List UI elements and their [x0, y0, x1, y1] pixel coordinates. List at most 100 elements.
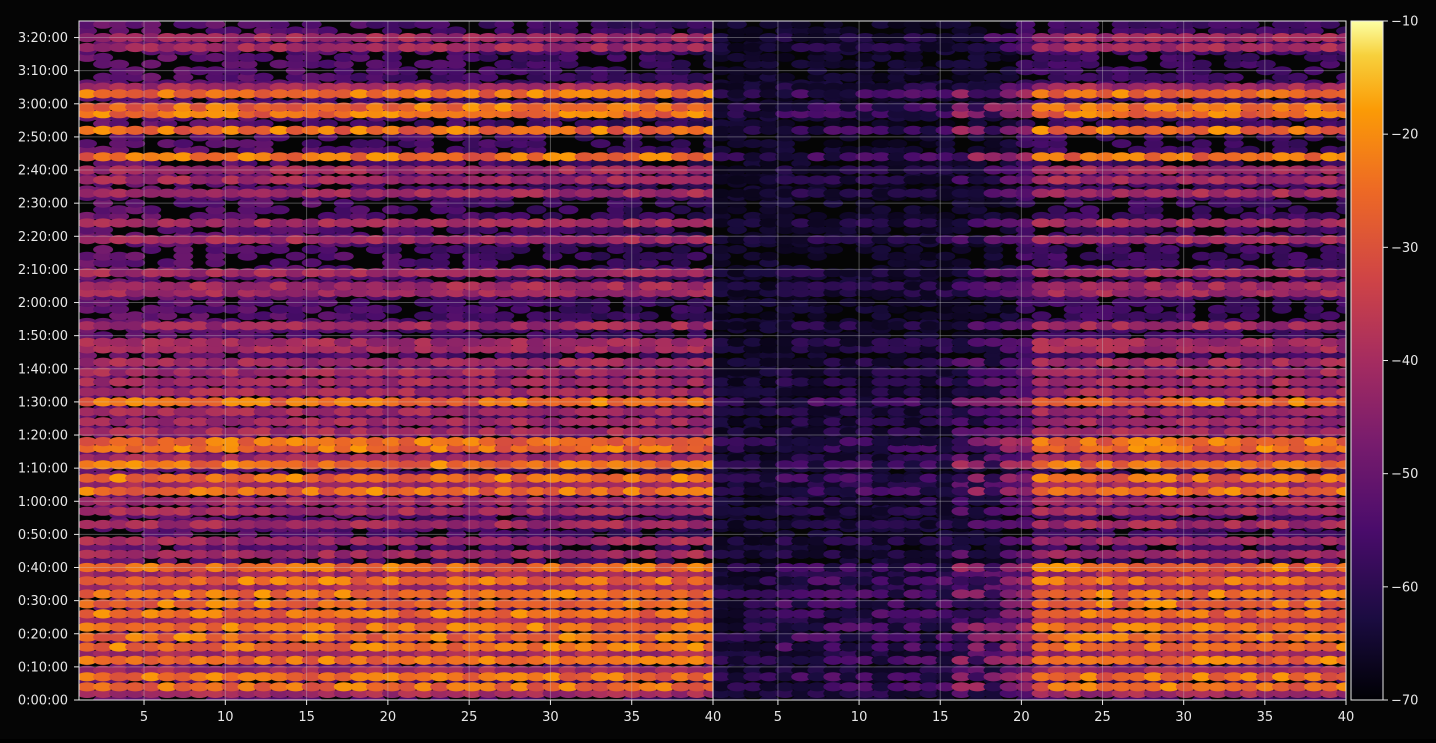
heat-cell — [526, 576, 547, 586]
heat-cell — [269, 188, 290, 198]
heat-cell — [638, 453, 659, 463]
heat-cell — [285, 59, 306, 69]
heat-cell — [414, 569, 435, 579]
heat-cell — [317, 397, 338, 407]
heat-cell — [269, 268, 290, 278]
heat-cell — [109, 33, 130, 43]
heat-cell — [686, 175, 707, 185]
heat-cell — [93, 337, 114, 347]
heat-cell — [221, 582, 242, 593]
heat-cell — [93, 211, 114, 221]
heat-cell — [301, 225, 322, 235]
heat-cell — [622, 506, 643, 516]
heat-cell — [526, 82, 547, 92]
heat-cell — [382, 417, 402, 427]
heat-cell — [558, 158, 579, 168]
heat-cell — [574, 218, 595, 228]
heat-cell — [526, 268, 547, 278]
heat-cell — [638, 351, 659, 360]
heat-cell — [462, 211, 483, 221]
heat-cell — [141, 33, 162, 43]
heat-cell — [686, 281, 707, 291]
heat-cell — [285, 562, 306, 573]
heat-cell — [542, 331, 563, 341]
heat-cell — [430, 109, 451, 119]
heat-cell — [221, 672, 242, 682]
heat-cell — [478, 245, 499, 254]
heat-cell — [253, 549, 274, 559]
heat-cell — [333, 109, 354, 119]
heat-cell — [462, 139, 483, 149]
heat-cell — [365, 59, 386, 69]
heat-cell — [269, 59, 290, 69]
heat-cell — [526, 519, 547, 530]
heat-cell — [253, 145, 274, 155]
heat-cell — [494, 337, 515, 347]
heat-cell — [446, 331, 467, 341]
heat-cell — [237, 245, 258, 254]
heat-cell — [349, 42, 370, 53]
heat-cell — [365, 506, 386, 516]
heat-cell — [590, 417, 611, 427]
heat-cell — [414, 321, 435, 331]
heat-cell — [398, 649, 418, 659]
heat-cell — [494, 218, 515, 228]
heat-cell — [430, 198, 451, 208]
heat-cell — [398, 218, 418, 228]
heat-cell — [430, 387, 451, 397]
heat-cell — [574, 175, 595, 185]
heat-cell — [173, 437, 194, 447]
heat-cell — [349, 562, 370, 573]
heat-cell — [430, 245, 451, 254]
heat-cell — [93, 615, 114, 626]
heat-cell — [109, 582, 130, 593]
heat-cell — [478, 258, 499, 268]
heat-cell — [446, 125, 467, 135]
heat-cell — [622, 245, 643, 254]
heat-cell — [317, 665, 338, 675]
heat-cell — [317, 152, 338, 162]
heat-cell — [79, 258, 97, 268]
heat-cell — [189, 562, 210, 573]
heat-cell — [79, 125, 97, 135]
heat-cell — [365, 281, 386, 291]
heat-cell — [125, 642, 146, 652]
heat-cell — [221, 367, 242, 377]
heat-cell — [365, 556, 386, 566]
heat-cell — [317, 132, 338, 142]
heat-cell — [365, 145, 386, 155]
heat-cell — [253, 351, 274, 360]
heat-cell — [301, 72, 322, 82]
heat-cell — [654, 496, 675, 506]
heat-cell — [558, 688, 579, 699]
heat-cell — [558, 437, 579, 447]
heat-cell — [365, 443, 386, 453]
heat-cell — [703, 599, 713, 609]
heat-cell — [285, 251, 306, 261]
heat-cell — [542, 599, 563, 609]
heat-cell — [221, 519, 242, 530]
heat-cell — [109, 437, 130, 447]
heat-cell — [125, 486, 146, 496]
heat-cell — [317, 519, 338, 530]
heat-cell — [670, 377, 691, 387]
heat-cell — [398, 188, 418, 198]
heat-cell — [157, 437, 178, 447]
heat-cell — [398, 519, 418, 530]
heat-cell — [125, 562, 146, 573]
heat-cell — [79, 367, 97, 377]
heat-cell — [189, 688, 210, 699]
heat-cell — [654, 682, 675, 692]
heat-cell — [253, 589, 274, 599]
heat-cell — [670, 175, 691, 185]
heat-cell — [494, 642, 515, 652]
heat-cell — [478, 453, 499, 463]
heat-cell — [654, 337, 675, 347]
heat-cell — [703, 437, 713, 447]
heat-cell — [79, 460, 97, 470]
heat-cell — [638, 59, 659, 69]
heat-cell — [414, 443, 435, 453]
heat-cell — [430, 599, 451, 609]
heat-cell — [590, 357, 611, 367]
heat-cell — [317, 33, 338, 43]
